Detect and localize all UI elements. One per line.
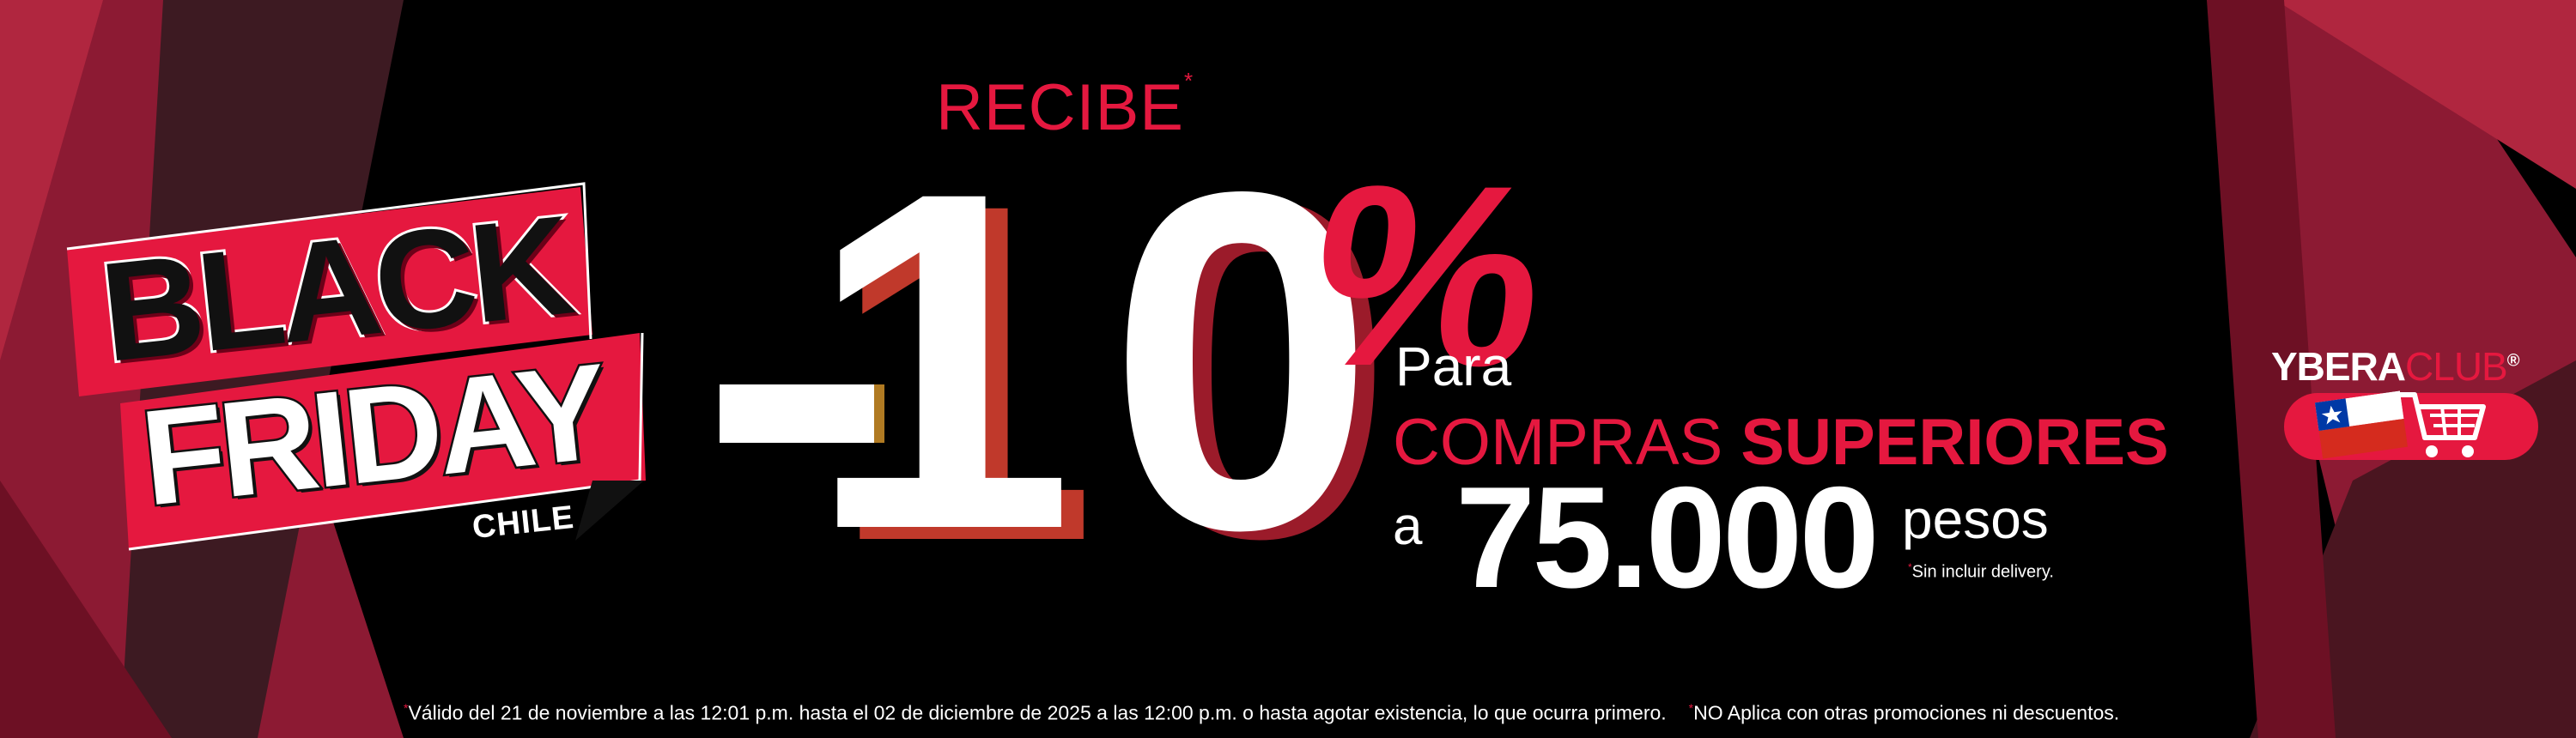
offer-para: Para <box>1395 336 1512 397</box>
offer-eyebrow: RECIBE* <box>936 67 1194 144</box>
minus-sign: - <box>720 384 874 443</box>
offer-a: a <box>1393 497 1423 556</box>
ybera-club-logo: YBERACLUB® <box>2271 344 2519 389</box>
eyebrow-asterisk: * <box>1183 67 1194 94</box>
offer-amount: 75.000 <box>1455 457 1880 618</box>
shopping-cart-icon <box>2399 392 2486 457</box>
validity-terms: Válido del 21 de noviembre a las 12:01 p… <box>408 701 1667 724</box>
offer-currency: pesos <box>1902 488 2049 550</box>
offer-condition: COMPRAS SUPERIORES <box>1393 406 2169 479</box>
discount-digit-one: 1 <box>807 92 1074 629</box>
delivery-note: *Sin incluir delivery. <box>1908 561 2054 582</box>
chile-flag-icon <box>2314 390 2409 459</box>
legal-footer: *Válido del 21 de noviembre a las 12:01 … <box>404 701 2120 724</box>
discount-digit-zero: 0 <box>1108 92 1375 629</box>
exclusion-terms: NO Aplica con otras promociones ni descu… <box>1693 701 2120 724</box>
badge-ribbons <box>66 182 646 551</box>
black-friday-badge: BLACK FRIDAY CHILE <box>0 0 687 738</box>
